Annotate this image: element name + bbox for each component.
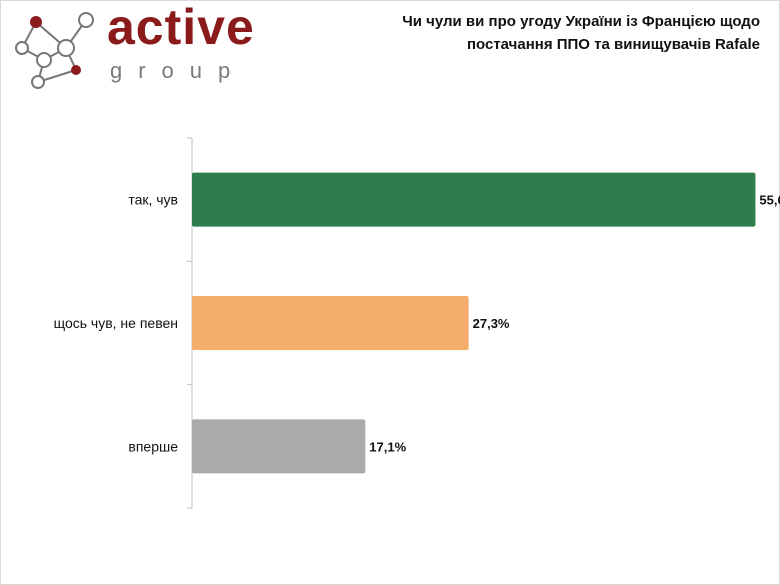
value-label: 27,3%	[473, 316, 510, 331]
brand-name: active	[107, 0, 255, 55]
value-label: 17,1%	[369, 439, 406, 454]
category-label: так, чув	[128, 192, 178, 208]
category-label: щось чув, не певен	[54, 315, 178, 331]
bar	[192, 296, 469, 350]
bar	[192, 172, 756, 227]
bar	[192, 419, 366, 474]
brand-subtitle: group	[110, 58, 247, 83]
chart-title-line-1: Чи чули ви про угоду України із Францією…	[402, 13, 760, 30]
active-group-logo-icon	[15, 12, 94, 89]
chart-title-line-2: постачання ППО та винищувачів Rafale	[466, 36, 760, 53]
chart-title: Чи чули ви про угоду України із Францією…	[340, 10, 760, 56]
value-label: 55,6%	[759, 193, 780, 208]
category-label: вперше	[128, 438, 178, 454]
